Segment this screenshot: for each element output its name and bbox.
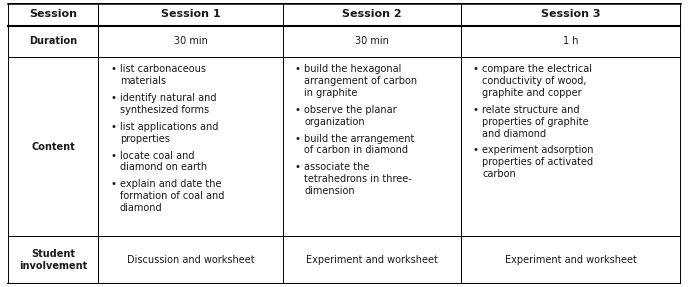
Text: materials: materials xyxy=(120,76,166,86)
Text: •: • xyxy=(473,146,479,156)
Text: properties of activated: properties of activated xyxy=(482,157,593,167)
Text: list carbonaceous: list carbonaceous xyxy=(120,64,206,74)
Text: organization: organization xyxy=(304,117,365,127)
Text: in graphite: in graphite xyxy=(304,88,358,98)
Text: Session 1: Session 1 xyxy=(161,9,220,20)
Text: •: • xyxy=(110,64,117,74)
Bar xyxy=(283,236,461,284)
Bar xyxy=(98,57,283,236)
Text: •: • xyxy=(295,105,301,115)
Text: •: • xyxy=(110,151,117,160)
Bar xyxy=(283,26,461,57)
Text: observe the planar: observe the planar xyxy=(304,105,397,115)
Text: Experiment and worksheet: Experiment and worksheet xyxy=(504,255,636,265)
Bar xyxy=(8,57,98,236)
Text: and diamond: and diamond xyxy=(482,129,546,139)
Text: list applications and: list applications and xyxy=(120,122,218,132)
Text: arrangement of carbon: arrangement of carbon xyxy=(304,76,417,86)
Text: •: • xyxy=(295,162,301,172)
Bar xyxy=(461,236,680,284)
Text: identify natural and: identify natural and xyxy=(120,93,217,103)
Text: locate coal and: locate coal and xyxy=(120,151,195,160)
Text: properties of graphite: properties of graphite xyxy=(482,117,589,127)
Text: Student
involvement: Student involvement xyxy=(19,249,88,271)
Bar xyxy=(98,236,283,284)
Text: Session 2: Session 2 xyxy=(342,9,402,20)
Text: compare the electrical: compare the electrical xyxy=(482,64,592,74)
Text: Session 3: Session 3 xyxy=(541,9,600,20)
Text: relate structure and: relate structure and xyxy=(482,105,580,115)
Text: dimension: dimension xyxy=(304,186,355,196)
Bar xyxy=(461,57,680,236)
Text: conductivity of wood,: conductivity of wood, xyxy=(482,76,586,86)
Text: 30 min: 30 min xyxy=(355,36,388,46)
Bar xyxy=(283,57,461,236)
Bar xyxy=(461,26,680,57)
Bar xyxy=(8,26,98,57)
Text: •: • xyxy=(473,105,479,115)
Text: synthesized forms: synthesized forms xyxy=(120,105,209,115)
Text: tetrahedrons in three-: tetrahedrons in three- xyxy=(304,174,412,184)
Text: formation of coal and: formation of coal and xyxy=(120,191,224,201)
Text: •: • xyxy=(295,133,301,144)
Text: build the hexagonal: build the hexagonal xyxy=(304,64,402,74)
Bar xyxy=(461,3,680,26)
Text: of carbon in diamond: of carbon in diamond xyxy=(304,146,408,156)
Text: graphite and copper: graphite and copper xyxy=(482,88,582,98)
Text: diamond on earth: diamond on earth xyxy=(120,162,207,172)
Bar xyxy=(283,3,461,26)
Text: Discussion and worksheet: Discussion and worksheet xyxy=(127,255,255,265)
Text: 30 min: 30 min xyxy=(174,36,208,46)
Text: build the arrangement: build the arrangement xyxy=(304,133,415,144)
Text: explain and date the: explain and date the xyxy=(120,179,221,189)
Text: experiment adsorption: experiment adsorption xyxy=(482,146,594,156)
Text: Experiment and worksheet: Experiment and worksheet xyxy=(306,255,437,265)
Bar xyxy=(8,3,98,26)
Text: •: • xyxy=(110,93,117,103)
Bar xyxy=(8,236,98,284)
Text: Content: Content xyxy=(31,141,75,152)
Bar xyxy=(98,3,283,26)
Text: •: • xyxy=(473,64,479,74)
Text: carbon: carbon xyxy=(482,169,516,179)
Text: •: • xyxy=(110,179,117,189)
Text: diamond: diamond xyxy=(120,203,162,213)
Text: properties: properties xyxy=(120,133,170,144)
Text: •: • xyxy=(110,122,117,132)
Text: associate the: associate the xyxy=(304,162,370,172)
Text: Duration: Duration xyxy=(29,36,77,46)
Text: Session: Session xyxy=(29,9,77,20)
Text: •: • xyxy=(295,64,301,74)
Bar xyxy=(98,26,283,57)
Text: 1 h: 1 h xyxy=(563,36,578,46)
